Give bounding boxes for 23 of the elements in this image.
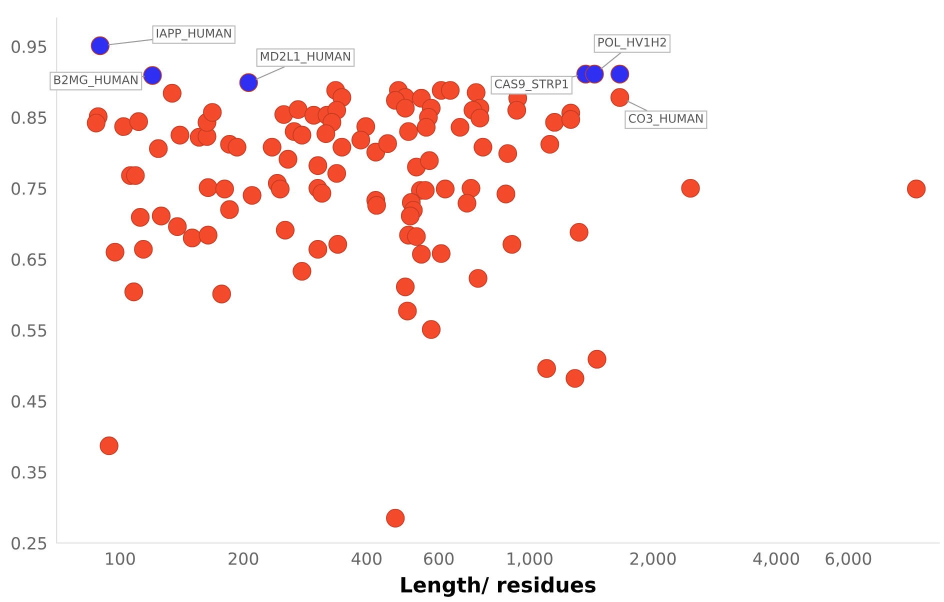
y-tick-label: 0.25 [12, 536, 46, 550]
x-tick-label: 600 [424, 552, 454, 565]
x-tick-label: 2,000 [630, 552, 676, 567]
annotation: CO3_HUMAN [628, 114, 703, 126]
y-tick-label: 0.95 [12, 40, 46, 54]
y-tick-label: 0.55 [12, 324, 46, 337]
y-tick-label: 0.75 [12, 182, 46, 195]
y-tick-label: 0.35 [12, 466, 46, 479]
x-axis-title: Length/ residues [401, 576, 596, 597]
annotation: IAPP_HUMAN [156, 28, 231, 40]
y-tick-label: 0.65 [12, 253, 46, 266]
annotation: MD2L1_HUMAN [260, 52, 350, 64]
x-tick-label: 400 [352, 552, 382, 565]
x-tick-label: 6,000 [826, 552, 872, 567]
x-tick-label: 100 [106, 552, 135, 565]
annotation: CAS9_STRP1 [494, 79, 568, 91]
x-tick-label: 200 [228, 552, 258, 565]
annotation: B2MG_HUMAN [54, 75, 138, 87]
y-tick-label: 0.45 [12, 395, 46, 408]
annotation: POL_HV1H2 [598, 38, 666, 50]
x-tick-label: 1,000 [508, 552, 552, 567]
y-tick-label: 0.85 [12, 111, 46, 124]
x-tick-label: 4,000 [753, 552, 800, 567]
